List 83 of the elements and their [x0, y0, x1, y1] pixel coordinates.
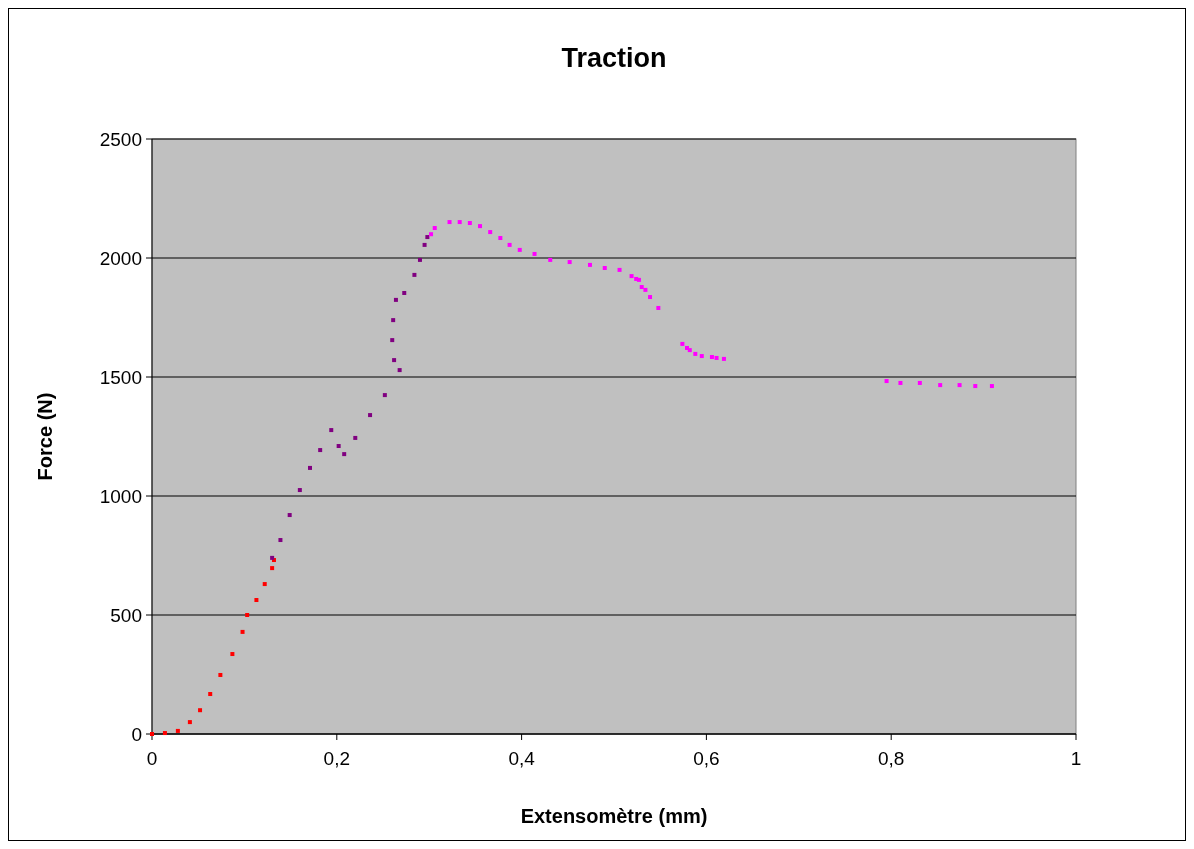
- y-tick-label: 2000: [99, 247, 142, 269]
- point: [938, 383, 943, 388]
- point: [488, 230, 493, 235]
- point: [208, 692, 213, 697]
- point: [447, 220, 452, 225]
- y-axis-title: Force (N): [34, 392, 56, 481]
- y-tick-label: 1000: [99, 485, 142, 507]
- point: [617, 267, 622, 272]
- point: [957, 383, 962, 388]
- x-tick-label: 0,8: [877, 748, 905, 769]
- point: [457, 220, 462, 225]
- point: [973, 384, 978, 389]
- y-tick-label: 500: [110, 604, 142, 626]
- point: [898, 380, 903, 385]
- point: [639, 285, 644, 290]
- point: [422, 242, 427, 247]
- chart-title: Traction: [561, 43, 667, 73]
- point: [648, 295, 653, 300]
- point: [262, 582, 267, 587]
- point: [342, 452, 347, 457]
- point: [884, 379, 889, 384]
- point: [382, 393, 387, 398]
- point: [917, 380, 922, 385]
- point: [218, 672, 223, 677]
- point: [417, 257, 422, 262]
- x-tick-label: 0,6: [693, 748, 720, 769]
- point: [507, 242, 512, 247]
- point: [517, 247, 522, 252]
- point: [432, 226, 437, 231]
- y-tick-label: 2500: [99, 128, 142, 150]
- point: [297, 488, 302, 493]
- point: [548, 257, 553, 262]
- point: [278, 538, 283, 543]
- point: [656, 305, 661, 310]
- point: [397, 368, 402, 373]
- point: [643, 287, 648, 292]
- point: [532, 251, 537, 256]
- point: [245, 613, 250, 617]
- point: [391, 318, 396, 323]
- point: [230, 652, 235, 657]
- point: [412, 272, 417, 277]
- point: [175, 728, 180, 733]
- point: [629, 274, 634, 279]
- point: [498, 236, 503, 241]
- point: [680, 341, 685, 346]
- y-tick-label: 0: [131, 723, 142, 745]
- y-tick-label: 1500: [99, 366, 142, 388]
- point: [602, 266, 607, 270]
- point: [390, 338, 395, 343]
- point: [336, 444, 341, 449]
- point: [467, 221, 472, 226]
- point: [567, 260, 572, 265]
- point: [240, 629, 245, 634]
- point: [308, 465, 312, 470]
- point: [693, 351, 698, 356]
- point: [353, 435, 358, 440]
- point: [587, 262, 592, 267]
- point: [150, 732, 154, 736]
- point: [699, 354, 704, 359]
- point: [714, 355, 719, 360]
- point: [425, 235, 430, 240]
- point: [392, 358, 397, 363]
- point: [393, 297, 398, 302]
- x-tick-label: 1: [1070, 748, 1082, 769]
- x-tick-label: 0,2: [323, 748, 351, 769]
- x-tick-label: 0,4: [508, 748, 536, 769]
- point: [187, 720, 192, 725]
- x-axis-title: Extensomètre (mm): [520, 805, 708, 827]
- point: [989, 384, 994, 389]
- point: [329, 428, 334, 433]
- point: [721, 356, 726, 361]
- point: [318, 448, 323, 453]
- point: [402, 290, 407, 295]
- point: [162, 731, 167, 736]
- point: [429, 232, 434, 237]
- point: [198, 708, 203, 713]
- point: [478, 224, 483, 229]
- point: [254, 598, 259, 603]
- x-tick-label: 0: [146, 748, 158, 769]
- point: [270, 566, 275, 571]
- point: [368, 413, 373, 418]
- point: [709, 355, 714, 360]
- point: [287, 513, 292, 518]
